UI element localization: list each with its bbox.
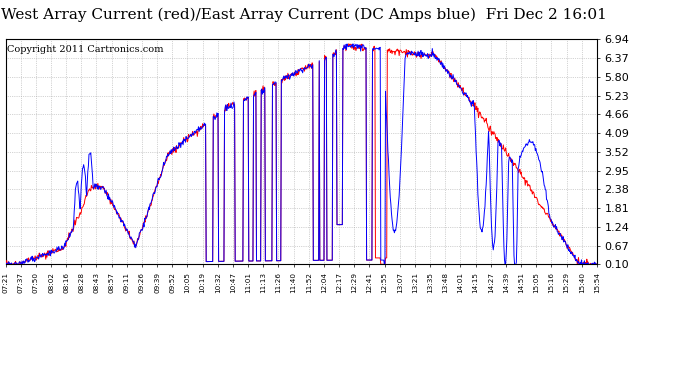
Text: West Array Current (red)/East Array Current (DC Amps blue)  Fri Dec 2 16:01: West Array Current (red)/East Array Curr…: [1, 8, 607, 22]
Text: Copyright 2011 Cartronics.com: Copyright 2011 Cartronics.com: [8, 45, 164, 54]
